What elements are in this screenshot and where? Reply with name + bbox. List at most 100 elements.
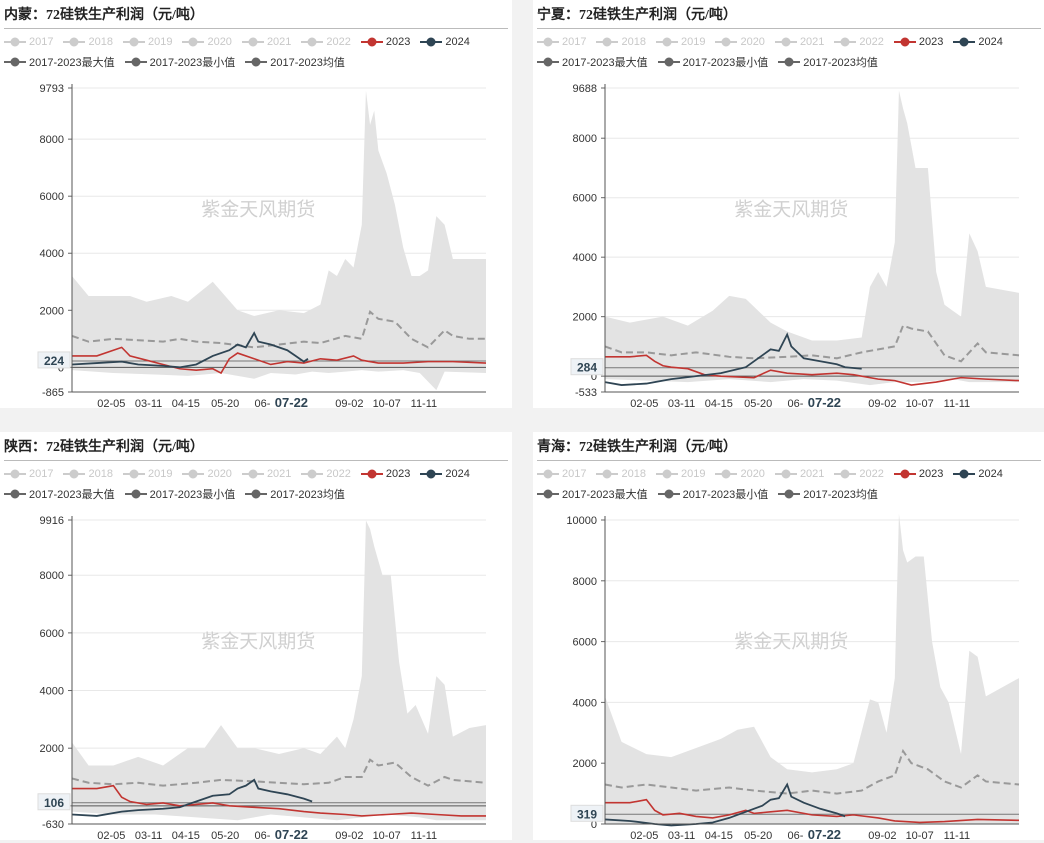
legend-item[interactable]: 2022 <box>834 36 884 48</box>
legend-item[interactable]: 2021 <box>774 468 825 480</box>
x-tick-label: 05-20 <box>744 830 772 840</box>
chart-title: 宁夏：72硅铁生产利润（元/吨） <box>537 8 737 23</box>
x-tick-label: 11-11 <box>944 830 971 840</box>
legend-item[interactable]: 2022 <box>301 468 351 480</box>
legend-label: 2021 <box>266 36 292 48</box>
legend-item[interactable]: 2018 <box>596 36 646 48</box>
legend-label: 2021 <box>799 468 825 480</box>
legend-label: 2017 <box>562 36 587 48</box>
legend-item[interactable]: 2020 <box>715 468 765 480</box>
legend-item[interactable]: 2020 <box>715 36 765 48</box>
legend-item[interactable]: 2019 <box>655 36 705 48</box>
legend-item[interactable]: 2024 <box>420 468 470 480</box>
legend-label: 2017-2023最小值 <box>149 489 236 501</box>
series-2023 <box>605 798 1020 824</box>
chart-panel-neimeng: 内蒙：72硅铁生产利润（元/吨） 2017 2018 2019 2020 2021 2022… <box>0 0 512 408</box>
legend-item[interactable]: 2024 <box>953 36 1003 48</box>
legend-item[interactable]: 2021 <box>241 468 291 480</box>
legend-marker-icon <box>655 37 678 47</box>
legend-item[interactable]: 2017-2023最大值 <box>537 54 648 70</box>
legend-item[interactable]: 2017-2023最大值 <box>4 486 115 502</box>
legend-label: 2020 <box>207 36 232 48</box>
x-tick-label: 05-20 <box>211 398 239 408</box>
legend-item[interactable]: 2023 <box>893 36 943 48</box>
legend-item[interactable]: 2017 <box>537 36 586 48</box>
chart-plot: 10000 8000 6000 4000 2000 0 紫金天风期货 319 02-05 03-1… <box>566 513 1020 840</box>
legend-marker-icon <box>122 37 145 47</box>
legend-item[interactable]: 2019 <box>655 468 706 480</box>
x-tick-label: 09-02 <box>868 830 896 840</box>
legend-item[interactable]: 2017-2023最小值 <box>124 54 235 70</box>
series-2024 <box>604 782 846 827</box>
y-tick-label: 9793 <box>40 83 64 95</box>
legend-item[interactable]: 2021 <box>241 36 292 48</box>
legend-item[interactable]: 2020 <box>182 468 232 480</box>
legend-marker-icon <box>245 489 268 499</box>
legend-label: 2017-2023最小值 <box>682 489 769 501</box>
legend-item[interactable]: 2024 <box>420 36 470 48</box>
x-tick-label: 06- <box>254 830 270 840</box>
legend-item[interactable]: 2017 <box>537 468 586 480</box>
y-tick-label: 0 <box>591 819 597 831</box>
legend-item[interactable]: 2018 <box>63 468 113 480</box>
legend-marker-icon <box>893 469 916 479</box>
legend-label: 2024 <box>978 36 1003 48</box>
x-tick-label: 11-11 <box>411 398 438 408</box>
legend-item[interactable]: 2017 <box>4 36 53 48</box>
chart-legend: 2017 2018 2019 2020 2021 2022 2023 2024 2017-202… <box>4 32 504 72</box>
legend-item[interactable]: 2017-2023均值 <box>778 486 878 502</box>
legend-marker-icon <box>4 469 26 479</box>
legend-item[interactable]: 2018 <box>596 468 646 480</box>
chart-plot: 979380006000400020000-865紫金天风期货22402-050… <box>37 83 487 408</box>
legend-item[interactable]: 2017-2023最小值 <box>124 486 236 502</box>
x-tick-label: 07-22 <box>808 827 841 840</box>
legend-marker-icon <box>63 37 86 47</box>
chart-plot: 991680006000400020000-630紫金天风期货10602-050… <box>37 515 487 840</box>
y-tick-label: 4000 <box>573 252 597 264</box>
legend-item[interactable]: 2021 <box>774 36 824 48</box>
legend-marker-icon <box>655 469 678 479</box>
y-tick-label: 6000 <box>40 628 64 640</box>
legend-marker-icon <box>953 37 976 47</box>
legend-item[interactable]: 2019 <box>122 36 172 48</box>
legend-item[interactable]: 2017-2023最小值 <box>657 486 769 502</box>
legend-marker-icon <box>124 489 147 499</box>
current-value-badge <box>37 351 71 369</box>
watermark: 紫金天风期货 <box>201 199 315 221</box>
legend-item[interactable]: 2017-2023最大值 <box>537 486 648 502</box>
legend-marker-icon <box>537 489 559 499</box>
legend-item[interactable]: 2024 <box>953 468 1003 480</box>
legend-item[interactable]: 2017-2023最大值 <box>4 54 115 70</box>
legend-item[interactable]: 2018 <box>63 36 113 48</box>
y-tick-label: 2000 <box>40 305 64 317</box>
x-tick-label: 09-02 <box>335 830 363 840</box>
legend-item[interactable]: 2022 <box>301 36 351 48</box>
legend-label: 2024 <box>445 468 470 480</box>
legend-marker-icon <box>596 469 619 479</box>
legend-item[interactable]: 2022 <box>834 468 884 480</box>
legend-label: 2018 <box>88 468 113 480</box>
legend-item[interactable]: 2023 <box>360 468 410 480</box>
legend-label: 2022 <box>326 36 351 48</box>
legend-label: 2019 <box>680 468 706 480</box>
series-2023 <box>72 346 487 375</box>
chart-panel-shaanxi: 陕西：72硅铁生产利润（元/吨） 2017 2018 2019 2020 2021 2022… <box>0 432 512 840</box>
y-tick-label: 6000 <box>573 637 597 649</box>
y-tick-label: 4000 <box>40 686 64 698</box>
legend-item[interactable]: 2019 <box>122 468 172 480</box>
x-tick-label: 06- <box>254 398 270 408</box>
legend-item[interactable]: 2020 <box>182 36 232 48</box>
legend-item[interactable]: 2017-2023均值 <box>778 54 878 70</box>
legend-label: 2017-2023均值 <box>803 489 878 501</box>
legend-item[interactable]: 2023 <box>893 468 943 480</box>
legend-label: 2020 <box>740 36 765 48</box>
legend-marker-icon <box>778 489 801 499</box>
legend-item[interactable]: 2017-2023均值 <box>245 54 345 70</box>
legend-item[interactable]: 2017-2023均值 <box>245 486 345 502</box>
legend-marker-icon <box>537 469 559 479</box>
y-tick-label: 6000 <box>40 191 64 203</box>
max-min-band <box>72 90 486 391</box>
legend-item[interactable]: 2017 <box>4 468 53 480</box>
legend-item[interactable]: 2017-2023最小值 <box>657 54 768 70</box>
legend-item[interactable]: 2023 <box>360 36 410 48</box>
